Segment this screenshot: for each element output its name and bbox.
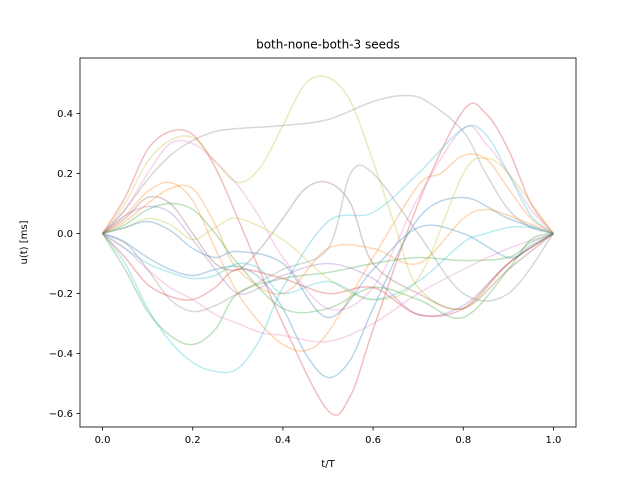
series-line-8 bbox=[101, 232, 554, 346]
series-line-11 bbox=[102, 164, 555, 313]
series-line-13 bbox=[102, 157, 555, 301]
y-axis-label: u(t) [ms] bbox=[19, 220, 30, 264]
series-line-12 bbox=[102, 232, 554, 318]
x-tick-label: 0.6 bbox=[365, 435, 381, 446]
series-line-9 bbox=[102, 205, 554, 317]
series-line-10 bbox=[102, 180, 554, 311]
y-tick-label: −0.6 bbox=[49, 409, 73, 420]
x-tick-label: 0.0 bbox=[95, 435, 111, 446]
y-tick-label: 0.0 bbox=[57, 229, 73, 240]
x-axis: 0.0 0.2 0.4 0.6 0.8 1.0 bbox=[95, 427, 562, 446]
y-tick-label: −0.2 bbox=[49, 289, 73, 300]
series-line-1 bbox=[101, 102, 555, 416]
series-line-5 bbox=[101, 124, 554, 374]
series-line-2 bbox=[101, 75, 554, 311]
series-line-4 bbox=[102, 125, 554, 311]
x-tick-label: 0.4 bbox=[275, 435, 291, 446]
series-line-15 bbox=[102, 226, 554, 301]
series-layer bbox=[101, 75, 555, 416]
plot-area-frame bbox=[79, 57, 577, 428]
series-line-17 bbox=[102, 202, 554, 320]
y-tick-label: 0.4 bbox=[57, 109, 73, 120]
x-axis-label: t/T bbox=[321, 459, 335, 470]
series-line-6 bbox=[102, 153, 554, 352]
series-line-18 bbox=[102, 220, 554, 319]
y-tick-label: −0.4 bbox=[49, 349, 73, 360]
series-line-3 bbox=[102, 94, 554, 235]
x-tick-label: 0.2 bbox=[185, 435, 201, 446]
x-tick-label: 0.8 bbox=[455, 435, 471, 446]
x-tick-label: 1.0 bbox=[546, 435, 562, 446]
y-tick-label: 0.2 bbox=[57, 169, 73, 180]
chart-title: both-none-both-3 seeds bbox=[256, 38, 400, 52]
y-axis: −0.6 −0.4 −0.2 0.0 0.2 0.4 bbox=[49, 109, 80, 420]
series-line-14 bbox=[102, 184, 554, 295]
series-line-7 bbox=[102, 196, 554, 379]
series-line-16 bbox=[102, 232, 554, 343]
